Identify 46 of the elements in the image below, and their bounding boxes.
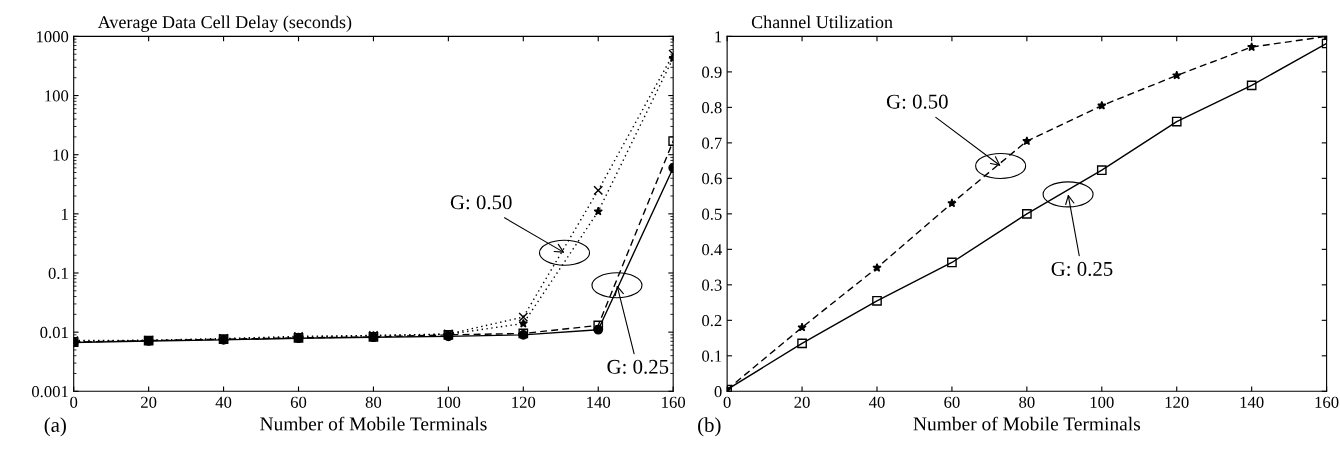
x-axis-title: Number of Mobile Terminals <box>913 416 1141 431</box>
x-axis-title: Number of Mobile Terminals <box>260 416 487 431</box>
chart-title: Channel Utilization <box>751 15 893 29</box>
y-tick-label: 0.7 <box>702 137 722 149</box>
y-tick-label: 0.9 <box>702 66 722 78</box>
x-tick-label: 40 <box>868 396 885 408</box>
y-tick-label: 0 <box>714 386 722 398</box>
x-tick-label: 20 <box>141 396 157 408</box>
x-tick-label: 120 <box>512 396 536 408</box>
chart-title: Average Data Cell Delay (seconds) <box>97 15 352 32</box>
y-tick-label: 0.1 <box>702 350 722 362</box>
annotation: G: 0.50 <box>886 94 948 109</box>
x-tick-label: 60 <box>944 396 960 408</box>
y-tick-label: 1 <box>61 208 68 220</box>
text: (b) <box>698 417 721 437</box>
y-tick-label: 0.4 <box>702 244 722 256</box>
x-tick-label: 160 <box>1315 396 1339 408</box>
x-tick-label: 120 <box>1165 396 1189 408</box>
y-tick-label: 0.3 <box>702 279 722 291</box>
x-tick-label: 0 <box>723 396 731 408</box>
x-tick-label: 140 <box>587 396 611 408</box>
y-tick-label: 10 <box>53 149 69 161</box>
y-tick-label: 0.5 <box>702 208 722 220</box>
x-tick-label: 100 <box>1090 396 1114 408</box>
y-tick-label: 0.1 <box>48 267 68 280</box>
y-tick-label: 1 <box>715 31 722 43</box>
x-tick-label: 20 <box>794 396 810 408</box>
x-tick-label: 160 <box>662 396 686 408</box>
x-tick-label: 0 <box>70 396 78 408</box>
y-tick-label: 0.001 <box>31 386 68 398</box>
annotation: G: 0.25 <box>1051 261 1113 277</box>
x-tick-label: 80 <box>365 396 382 408</box>
x-tick-label: 100 <box>437 396 461 408</box>
x-tick-label: 40 <box>215 396 232 408</box>
text: (a) <box>44 417 66 437</box>
y-tick-label: 0.01 <box>40 326 68 339</box>
y-tick-label: 100 <box>45 90 69 102</box>
x-tick-label: 60 <box>290 396 307 408</box>
y-tick-label: 1000 <box>36 31 69 43</box>
x-tick-label: 140 <box>1240 396 1264 408</box>
y-tick-label: 0.6 <box>702 173 722 185</box>
x-tick-label: 80 <box>1019 396 1035 408</box>
annotation: G: 0.50 <box>450 195 512 210</box>
annotation: G: 0.25 <box>607 359 669 374</box>
y-tick-label: 0.8 <box>702 102 722 114</box>
y-tick-label: 0.2 <box>702 315 722 327</box>
